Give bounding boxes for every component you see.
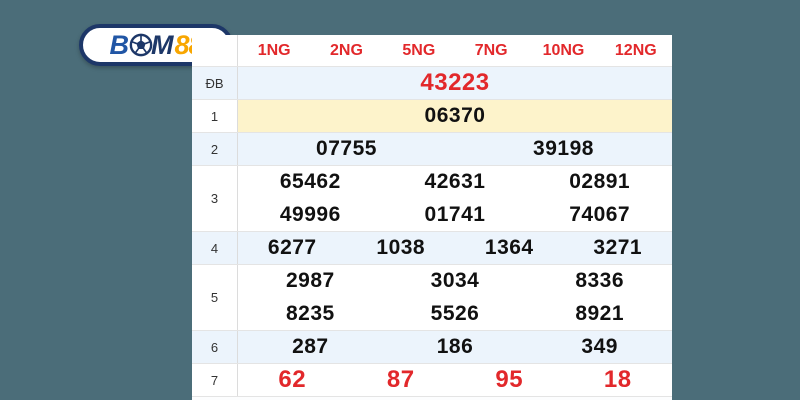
row-line: 43223	[238, 67, 672, 99]
row-label: 2	[192, 133, 238, 165]
table-row-2: 2 07755 39198	[192, 133, 672, 166]
row-label: 1	[192, 100, 238, 132]
row-content: 6277 1038 1364 3271	[238, 232, 672, 264]
column-header-10ng: 10NG	[542, 41, 585, 59]
prize-number: 3034	[430, 269, 480, 293]
prize-number: 8921	[575, 301, 625, 325]
row-label: ĐB	[192, 67, 238, 99]
row-line: 287 186 349	[238, 331, 672, 363]
row-content: 287 186 349	[238, 331, 672, 363]
prize-number: 42631	[424, 170, 486, 194]
prize-number: 49996	[279, 202, 341, 226]
column-header-5ng: 5NG	[402, 41, 436, 59]
row-line: 65462 42631 02891	[238, 166, 672, 199]
row-line: 2987 3034 8336	[238, 265, 672, 298]
row-content: 07755 39198	[238, 133, 672, 165]
prize-number: 43223	[420, 69, 490, 96]
prize-number: 287	[292, 335, 329, 358]
row-line: 62 87 95 18	[238, 364, 672, 396]
row-content: 43223	[238, 67, 672, 99]
prize-number: 87	[386, 366, 415, 393]
table-row-4: 4 6277 1038 1364 3271	[192, 232, 672, 265]
row-content: 2987 3034 8336 8235 5526 8921	[238, 265, 672, 330]
column-header-12ng: 12NG	[614, 41, 657, 59]
prize-number: 5526	[430, 301, 480, 325]
logo-letter-m: M	[150, 29, 174, 60]
prize-number: 349	[581, 335, 618, 358]
duration-header-row: 1NG 2NG 5NG 7NG 10NG 12NG	[192, 35, 672, 67]
row-content: 62 87 95 18	[238, 364, 672, 396]
table-row-7: 7 62 87 95 18	[192, 364, 672, 397]
row-line: 06370	[238, 100, 672, 132]
prize-number: 02891	[569, 170, 631, 194]
row-line: 49996 01741 74067	[238, 199, 672, 232]
row-label: 3	[192, 166, 238, 231]
column-header-2ng: 2NG	[330, 41, 363, 59]
prize-number: 74067	[569, 202, 631, 226]
row-label: 4	[192, 232, 238, 264]
prize-number: 06370	[424, 104, 486, 127]
prize-number: 95	[495, 366, 524, 393]
prize-number: 3271	[593, 236, 643, 259]
row-line: 07755 39198	[238, 133, 672, 165]
lottery-results-card: 1NG 2NG 5NG 7NG 10NG 12NG ĐB 43223 1 06370 2 07755…	[192, 35, 672, 400]
row-label: 5	[192, 265, 238, 330]
row-content: 06370	[238, 100, 672, 132]
column-header-7ng: 7NG	[474, 41, 508, 59]
prize-number: 8235	[285, 301, 335, 325]
prize-number: 186	[436, 335, 474, 358]
column-header-1ng: 1NG	[257, 41, 291, 59]
prize-number: 2987	[285, 269, 335, 293]
prize-number: 07755	[316, 137, 377, 160]
prize-number: 1038	[376, 236, 426, 259]
row-line: 8235 5526 8921	[238, 298, 672, 331]
prize-number: 8336	[575, 269, 625, 293]
table-row-6: 6 287 186 349	[192, 331, 672, 364]
row-label: 7	[192, 364, 238, 396]
table-row-1: 1 06370	[192, 100, 672, 133]
row-line: 6277 1038 1364 3271	[238, 232, 672, 264]
table-row-5: 5 2987 3034 8336 8235 5526 8921	[192, 265, 672, 331]
card-bottom-strip	[192, 397, 672, 400]
prize-number: 65462	[279, 170, 341, 194]
prize-number: 18	[603, 366, 632, 393]
prize-number: 1364	[484, 236, 534, 259]
row-content: 65462 42631 02891 49996 01741 74067	[238, 166, 672, 231]
table-row-đb: ĐB 43223	[192, 67, 672, 100]
table-row-3: 3 65462 42631 02891 49996 01741 74067	[192, 166, 672, 232]
prize-number: 39198	[533, 137, 594, 160]
header-label-spacer	[192, 35, 238, 66]
row-label: 6	[192, 331, 238, 363]
soccer-ball-icon	[129, 33, 153, 57]
prize-number: 6277	[267, 236, 317, 259]
prize-number: 01741	[424, 202, 486, 226]
logo-letter-b: B	[109, 29, 129, 60]
prize-number: 62	[278, 366, 307, 393]
